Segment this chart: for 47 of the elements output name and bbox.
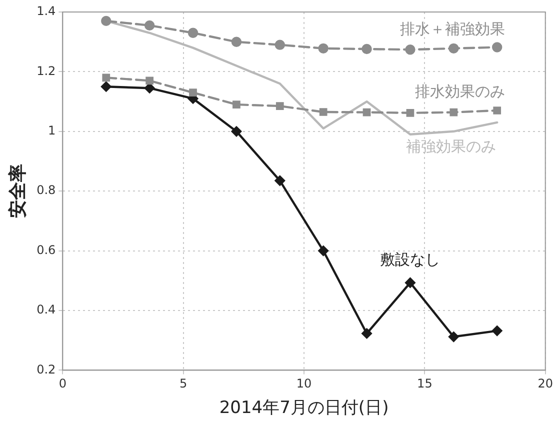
point	[189, 88, 197, 97]
point	[448, 43, 459, 54]
y-tick-label: 0.4	[36, 302, 56, 317]
point	[188, 28, 198, 38]
point	[450, 108, 458, 116]
point	[274, 176, 285, 186]
point	[101, 82, 112, 92]
x-axis-title: 2014年7月の日付(日)	[219, 398, 389, 418]
point	[146, 76, 154, 85]
point	[448, 332, 459, 342]
y-tick-label: 1.2	[36, 64, 56, 78]
point	[276, 102, 284, 110]
point	[101, 16, 112, 26]
point	[144, 83, 155, 94]
point	[232, 100, 240, 108]
x-tick-label: 15	[417, 376, 432, 391]
point	[318, 43, 328, 54]
series-label: 排水効果のみ	[415, 82, 506, 100]
point	[144, 20, 155, 31]
point	[492, 326, 502, 336]
x-tick-label: 10	[296, 376, 312, 391]
x-tick-label: 0	[58, 376, 67, 391]
point	[362, 44, 372, 54]
y-tick-label: 1	[48, 124, 56, 138]
point	[231, 126, 242, 136]
point	[405, 278, 416, 288]
point	[492, 42, 502, 52]
point	[102, 74, 110, 82]
x-tick-label: 20	[538, 376, 554, 391]
series-label: 排水＋補強効果	[400, 20, 506, 38]
point	[319, 108, 328, 116]
point	[406, 108, 414, 117]
point	[318, 246, 328, 256]
series-label: 補強効果のみ	[406, 137, 496, 156]
series-label: 敷設なし	[380, 250, 440, 269]
point	[362, 328, 372, 339]
y-tick-label: 0.2	[36, 362, 56, 376]
point	[405, 44, 416, 55]
point	[493, 106, 502, 114]
y-tick-label: 0.6	[36, 242, 56, 257]
point	[231, 36, 242, 47]
y-tick-label: 1.4	[36, 4, 56, 18]
y-axis-title: 安全率	[7, 164, 28, 218]
point	[274, 40, 285, 50]
y-tick-label: 0.8	[36, 183, 56, 198]
point	[362, 108, 371, 116]
x-tick-label: 5	[180, 376, 188, 391]
